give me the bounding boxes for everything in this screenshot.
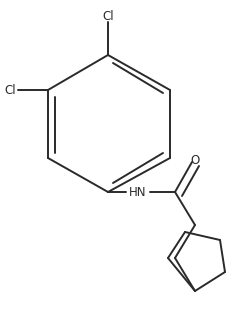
Text: Cl: Cl xyxy=(4,83,16,96)
Text: Cl: Cl xyxy=(102,10,114,23)
Text: O: O xyxy=(190,153,200,166)
Text: HN: HN xyxy=(129,185,147,198)
